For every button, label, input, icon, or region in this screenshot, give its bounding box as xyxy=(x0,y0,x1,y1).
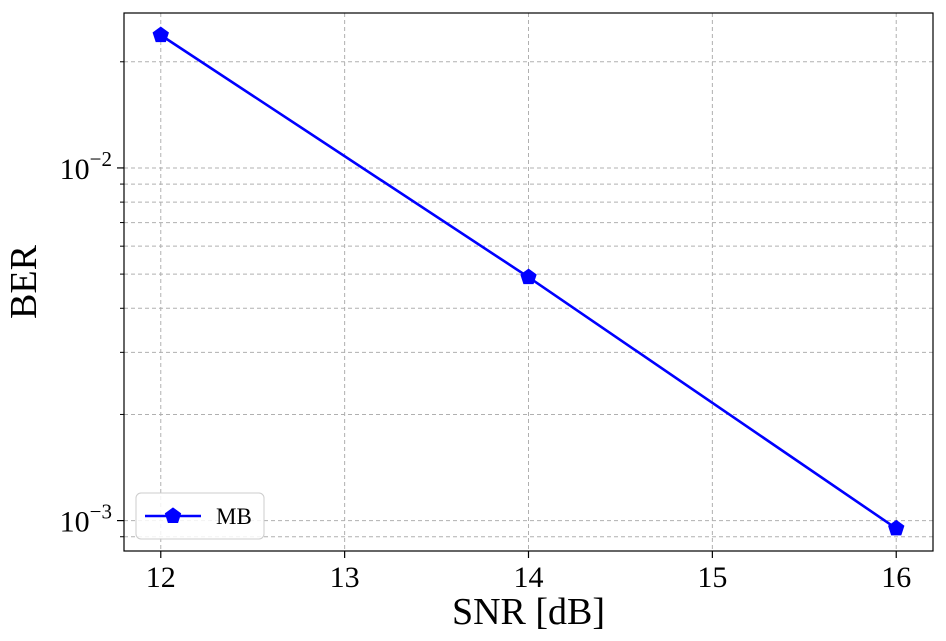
x-tick-label: 16 xyxy=(881,561,911,594)
x-tick-label: 15 xyxy=(697,561,727,594)
x-axis-title: SNR [dB] xyxy=(452,591,605,633)
series-layer xyxy=(152,26,905,536)
series-point-mb xyxy=(152,26,169,43)
y-axis-title: BER xyxy=(3,244,45,319)
y-tick-label: 10−2 xyxy=(60,147,112,186)
x-tick-label: 12 xyxy=(146,561,176,594)
series-point-mb xyxy=(888,519,905,536)
x-tick-label: 13 xyxy=(330,561,360,594)
x-tick-label: 14 xyxy=(514,561,544,594)
ticks: 12 13 14 15 16 10−3 10−2 xyxy=(60,61,911,594)
legend-label-mb: MB xyxy=(216,504,252,529)
y-tick-label: 10−3 xyxy=(60,500,112,539)
legend: MB xyxy=(135,492,265,540)
legend-marker-mb xyxy=(164,507,182,523)
series-point-mb xyxy=(520,268,537,285)
